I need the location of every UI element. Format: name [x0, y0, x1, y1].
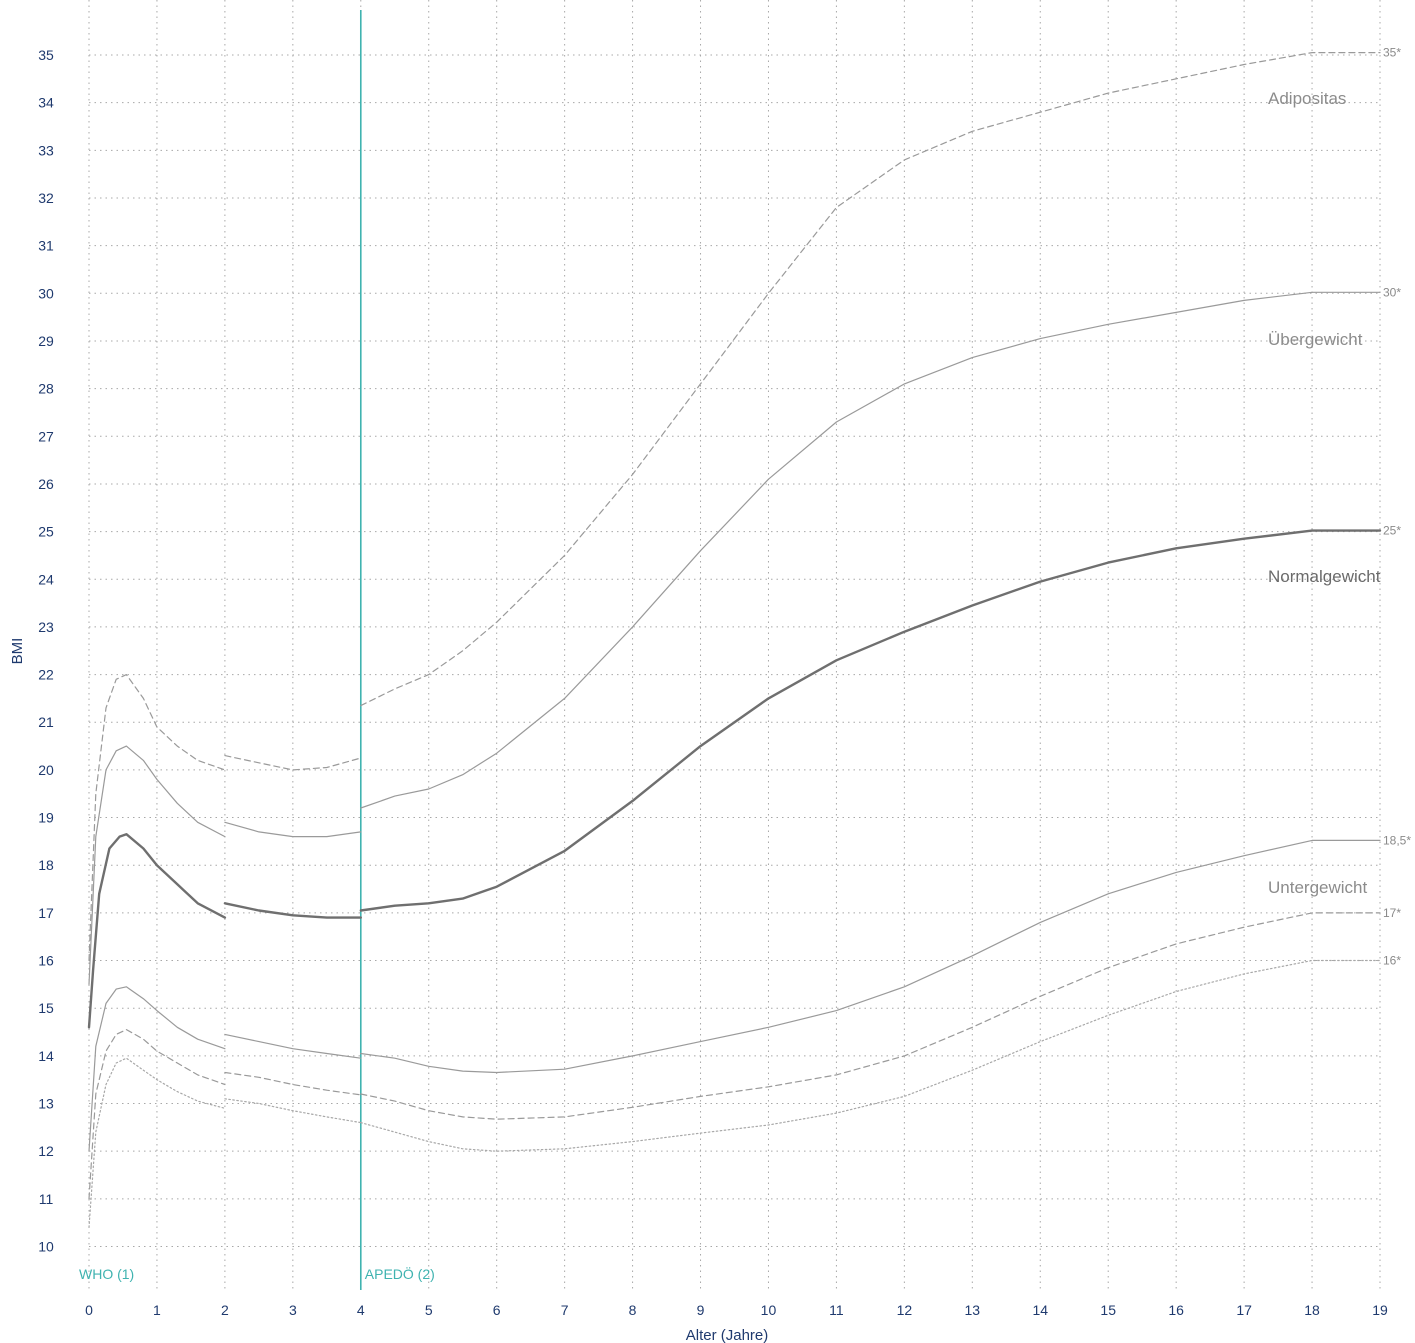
y-tick-label: 13: [38, 1096, 54, 1112]
x-tick-label: 6: [493, 1302, 501, 1318]
x-tick-label: 3: [289, 1302, 297, 1318]
zone-label: Adipositas: [1268, 89, 1346, 108]
percentile-curve: [223, 902, 362, 919]
zone-label: Normalgewicht: [1268, 567, 1381, 586]
x-tick-label: 18: [1304, 1302, 1320, 1318]
y-tick-label: 18: [38, 857, 54, 873]
y-tick-label: 24: [38, 571, 54, 587]
x-tick-label: 16: [1168, 1302, 1184, 1318]
x-tick-label: 17: [1236, 1302, 1252, 1318]
grid: [88, 0, 1381, 1290]
percentile-curve: [224, 755, 362, 771]
x-tick-label: 5: [425, 1302, 433, 1318]
x-tick-label: 11: [829, 1302, 844, 1318]
percentile-curve: [88, 986, 226, 1152]
series-end-label: 35*: [1383, 46, 1401, 60]
x-tick-label: 1: [153, 1302, 161, 1318]
percentile-curve: [224, 1098, 362, 1124]
x-tick-label: 2: [221, 1302, 229, 1318]
y-tick-label: 34: [38, 95, 54, 111]
y-tick-label: 14: [38, 1048, 54, 1064]
y-tick-label: 16: [38, 953, 54, 969]
y-tick-label: 20: [38, 762, 54, 778]
y-tick-label: 15: [38, 1000, 54, 1016]
percentile-curve: [224, 1071, 362, 1096]
series-end-label: 17*: [1383, 906, 1401, 920]
percentile-curve: [359, 529, 1382, 912]
y-tick-label: 31: [38, 238, 54, 254]
y-tick-label: 12: [38, 1143, 54, 1159]
y-tick-label: 30: [38, 285, 54, 301]
percentile-curve: [360, 291, 1381, 809]
y-tick-label: 33: [38, 142, 54, 158]
series-end-labels: 35* 30* 25* 18,5* 17* 16*: [1383, 46, 1411, 968]
y-tick-label: 35: [38, 47, 54, 63]
y-tick-label: 25: [38, 524, 54, 540]
series-end-label: 16*: [1383, 954, 1401, 968]
percentile-curve: [88, 674, 226, 962]
x-tick-label: 8: [629, 1302, 637, 1318]
source-label: APEDÖ (2): [365, 1265, 435, 1282]
x-tick-label: 12: [897, 1302, 913, 1318]
percentile-curve: [360, 912, 1381, 1120]
zone-labels: Adipositas Übergewicht Normalgewicht Unterg…: [1268, 89, 1381, 897]
y-tick-label: 28: [38, 381, 54, 397]
y-tick-label: 23: [38, 619, 54, 635]
x-tick-label: 15: [1100, 1302, 1116, 1318]
y-tick-label: 11: [39, 1191, 54, 1207]
x-axis-title: Alter (Jahre): [686, 1327, 769, 1343]
percentile-curve: [88, 1057, 226, 1228]
x-tick-label: 4: [357, 1302, 365, 1318]
y-tick-label: 19: [38, 810, 54, 826]
percentile-curve: [224, 821, 362, 838]
y-tick-label: 17: [38, 905, 54, 921]
x-tick-label: 9: [697, 1302, 705, 1318]
y-tick-label: 27: [38, 428, 54, 444]
percentile-curve: [360, 959, 1381, 1152]
y-tick-label: 21: [38, 714, 54, 730]
y-axis-ticks: 10 11 12 13 14 15 16 17 18 19 20 21 22 23 24 25 26 27 28 29…: [38, 47, 54, 1255]
y-tick-label: 29: [38, 333, 54, 349]
zone-label: Untergewicht: [1268, 878, 1367, 897]
series-end-label: 25*: [1383, 524, 1401, 538]
y-tick-label: 32: [38, 190, 54, 206]
percentile-curve: [88, 1029, 226, 1200]
y-tick-label: 10: [38, 1239, 54, 1255]
y-tick-label: 26: [38, 476, 54, 492]
x-axis-ticks: 0 1 2 3 4 5 6 7 8 9 10 11 12 13 14 15 16 17 18 19: [85, 1302, 1388, 1318]
percentile-curve: [87, 833, 227, 1029]
x-tick-label: 19: [1372, 1302, 1388, 1318]
percentile-curve: [224, 1033, 362, 1059]
x-tick-label: 14: [1032, 1302, 1048, 1318]
x-tick-label: 7: [561, 1302, 569, 1318]
percentile-curve: [88, 745, 226, 985]
percentile-curve: [360, 839, 1381, 1074]
series-lines: [87, 52, 1382, 1228]
percentile-curve: [360, 52, 1381, 707]
zone-label: Übergewicht: [1268, 330, 1363, 349]
y-axis-title: BMI: [9, 638, 26, 665]
source-markers: WHO (1) APEDÖ (2): [79, 10, 435, 1290]
source-label: WHO (1): [79, 1266, 134, 1282]
x-tick-label: 0: [85, 1302, 93, 1318]
y-tick-label: 22: [38, 667, 54, 683]
x-tick-label: 13: [965, 1302, 981, 1318]
series-end-label: 30*: [1383, 285, 1401, 299]
series-end-label: 18,5*: [1383, 833, 1411, 847]
x-tick-label: 10: [761, 1302, 777, 1318]
